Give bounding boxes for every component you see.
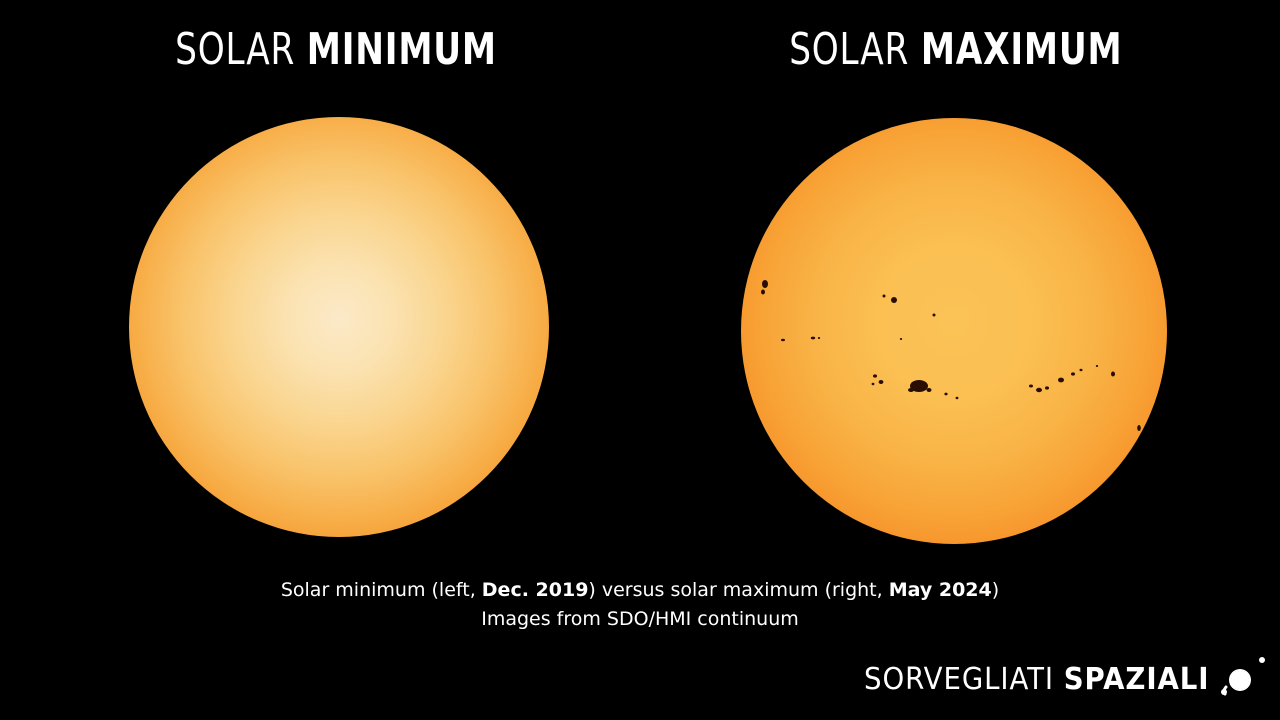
caption-text: ) xyxy=(991,579,1000,601)
caption-text: ) versus solar maximum (right, xyxy=(588,579,889,601)
sun-image-maximum xyxy=(741,118,1167,544)
logo-orbit-icon xyxy=(1221,657,1265,696)
title-solar-minimum: SOLAR MINIMUM xyxy=(172,24,500,76)
sun-image-minimum xyxy=(129,117,549,537)
logo-text-light: SORVEGLIATI xyxy=(864,662,1064,697)
caption-line-2: Images from SDO/HMI continuum xyxy=(481,608,799,630)
logo-text-bold: SPAZIALI xyxy=(1063,662,1210,697)
caption-date-min: Dec. 2019 xyxy=(481,579,589,601)
brand-logo: SORVEGLIATI SPAZIALI xyxy=(864,660,1209,700)
caption-date-max: May 2024 xyxy=(888,579,992,601)
title-solar-maximum: SOLAR MAXIMUM xyxy=(789,24,1121,76)
title-left-light: SOLAR xyxy=(175,24,307,75)
title-right-light: SOLAR xyxy=(789,24,921,75)
caption-text: Solar minimum (left, xyxy=(280,579,482,601)
title-left-bold: MINIMUM xyxy=(306,24,497,75)
caption-line-1: Solar minimum (left, Dec. 2019) versus s… xyxy=(0,579,1280,601)
sunspots xyxy=(761,280,1141,431)
title-right-bold: MAXIMUM xyxy=(920,24,1123,75)
